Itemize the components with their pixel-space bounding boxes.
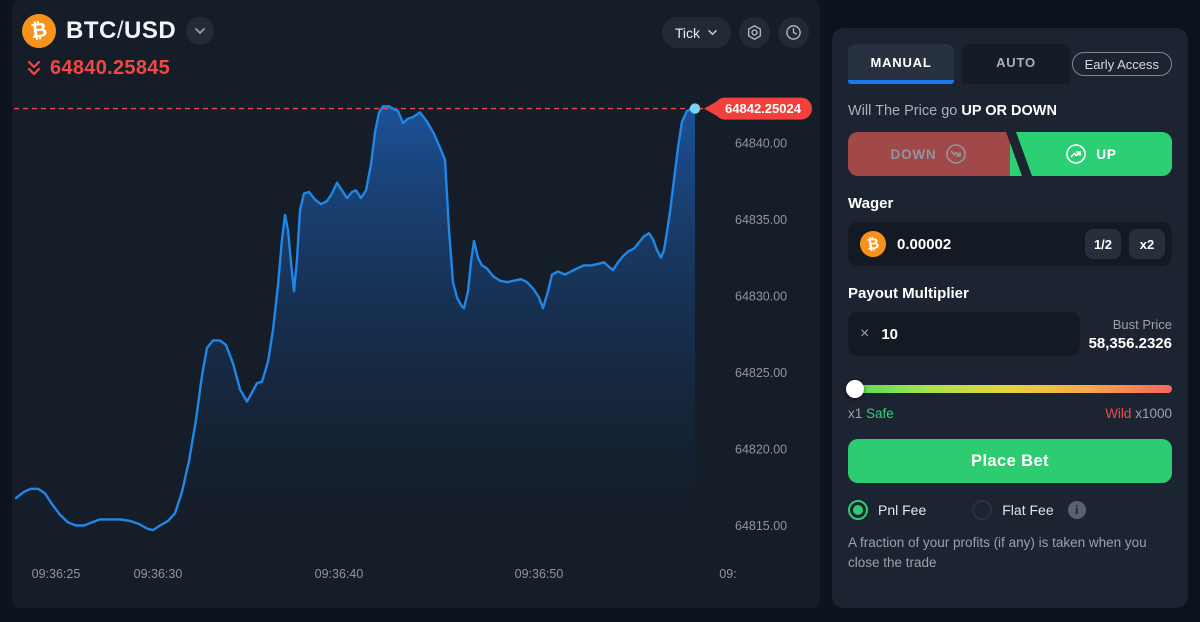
tab-auto[interactable]: AUTO <box>962 44 1070 84</box>
flat-fee-label: Flat Fee <box>1002 502 1054 518</box>
place-bet-button[interactable]: Place Bet <box>848 439 1172 483</box>
gear-icon <box>747 24 762 41</box>
multiply-icon: × <box>860 325 870 342</box>
price-line <box>14 105 697 532</box>
tab-manual[interactable]: MANUAL <box>848 44 954 84</box>
double-chevron-down-icon <box>27 60 41 76</box>
trend-down-icon <box>946 144 967 164</box>
double-wager-button[interactable]: x2 <box>1129 229 1165 259</box>
btc-logo-icon: ₿ <box>19 11 59 51</box>
price-area <box>16 106 695 553</box>
y-axis-tick: 64840.00 <box>735 137 787 151</box>
y-axis-tick: 64825.00 <box>735 366 787 380</box>
x-axis-tick: 09:36:50 <box>515 567 564 581</box>
chevron-down-icon <box>195 28 206 34</box>
wager-label: Wager <box>848 195 894 212</box>
chart-settings-button[interactable] <box>739 17 770 48</box>
current-price: 64840.25845 <box>50 57 171 79</box>
bust-price-label: Bust Price <box>1112 316 1172 332</box>
x-axis-tick: 09:36:30 <box>134 567 183 581</box>
slider-min-label: x1 Safe <box>848 406 894 421</box>
clock-icon <box>786 25 801 40</box>
payout-multiplier-input[interactable] <box>881 325 1068 343</box>
half-wager-button[interactable]: 1/2 <box>1085 229 1121 259</box>
price-tag: 64842.25024 <box>704 97 812 120</box>
early-access-button[interactable]: Early Access <box>1071 52 1172 76</box>
payout-input-box: × <box>848 312 1080 356</box>
svg-text:64842.25024: 64842.25024 <box>725 101 802 116</box>
trend-up-icon <box>1066 144 1087 164</box>
chevron-down-icon <box>708 29 717 36</box>
pair-title: BTC/USD <box>66 17 177 44</box>
chart-header: ₿ BTC/USD 64840.25845 <box>19 11 215 80</box>
slider-max-label: Wild x1000 <box>1105 406 1172 421</box>
y-axis-tick: 64820.00 <box>735 443 787 457</box>
bet-panel: MANUAL AUTO Early Access Will The Price … <box>832 28 1188 608</box>
x-axis-tick: 09:36:40 <box>315 567 364 581</box>
pnl-fee-label: Pnl Fee <box>878 502 927 518</box>
slider-track[interactable] <box>848 385 1172 393</box>
y-axis-tick: 64830.00 <box>735 290 787 304</box>
interval-dropdown[interactable]: Tick <box>661 17 731 48</box>
wager-input-box: ₿ 1/2 x2 <box>848 222 1172 266</box>
down-button[interactable]: DOWN <box>848 132 1010 176</box>
fee-footnote: A fraction of your profits (if any) is t… <box>848 535 1147 570</box>
bust-price-value: 58,356.2326 <box>1088 334 1172 352</box>
pair-selector-button[interactable] <box>186 17 215 45</box>
x-axis-tick: 09: <box>719 567 736 581</box>
chart-card: 64842.25024 64840.00 64835.00 64830.00 64825… <box>12 0 820 608</box>
history-button[interactable] <box>778 17 809 48</box>
direction-selector: DOWN UP <box>848 132 1172 176</box>
last-price-dot <box>689 103 701 114</box>
pnl-fee-radio[interactable] <box>848 500 868 520</box>
slider-thumb[interactable] <box>846 380 864 398</box>
price-chart[interactable]: 64842.25024 64840.00 64835.00 64830.00 64825… <box>12 0 820 608</box>
y-axis-tick: 64815.00 <box>735 519 787 533</box>
multiplier-slider[interactable] <box>846 380 1172 398</box>
flat-fee-radio[interactable] <box>972 500 993 520</box>
y-axis-tick: 64835.00 <box>735 213 787 227</box>
payout-multiplier-label: Payout Multiplier <box>848 285 969 302</box>
btc-coin-icon: ₿ <box>858 229 888 259</box>
wager-input[interactable] <box>897 235 1077 253</box>
question-text: Will The Price go UP OR DOWN <box>848 103 1057 119</box>
fee-info-icon[interactable]: i <box>1067 501 1086 519</box>
x-axis-tick: 09:36:25 <box>32 567 81 581</box>
up-button[interactable]: UP <box>1010 132 1172 176</box>
